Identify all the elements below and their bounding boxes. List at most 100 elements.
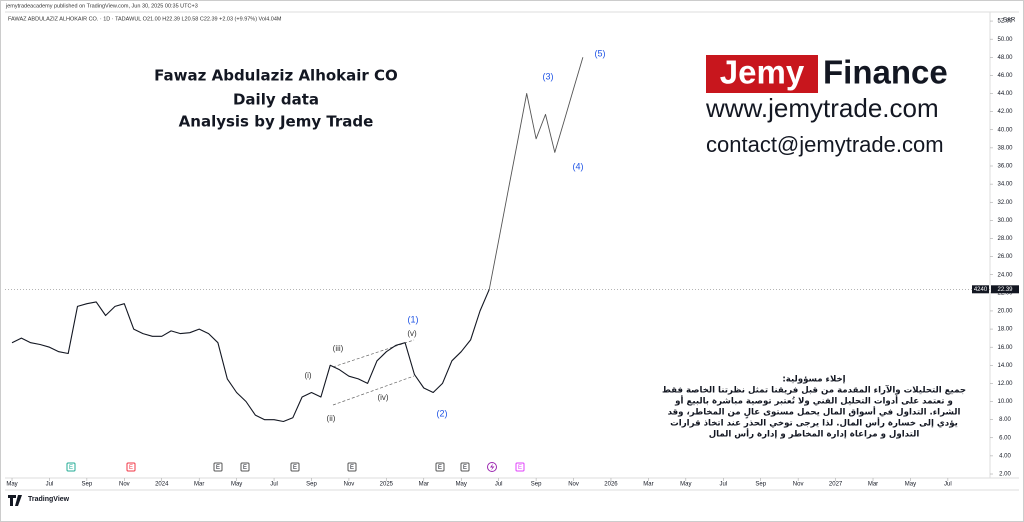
event-label: E bbox=[129, 465, 133, 471]
x-tick-label: Jul bbox=[944, 482, 952, 488]
brand-box bbox=[706, 55, 818, 93]
x-tick-label: May bbox=[6, 482, 17, 488]
event-label: E bbox=[350, 465, 354, 471]
event-label: E bbox=[293, 465, 297, 471]
y-tick-label: 18.00 bbox=[997, 327, 1013, 333]
x-tick-label: Nov bbox=[344, 482, 355, 488]
brand-finance: Finance bbox=[823, 54, 948, 91]
wave-label: (1) bbox=[408, 314, 419, 324]
y-tick-label: 4.00 bbox=[999, 453, 1011, 459]
countdown: 4240 bbox=[974, 287, 988, 293]
x-tick-label: May bbox=[680, 482, 691, 488]
x-tick-label: Mar bbox=[194, 482, 204, 488]
wave-label: (3) bbox=[543, 71, 554, 81]
y-tick-label: 20.00 bbox=[997, 309, 1013, 315]
event-icon bbox=[213, 462, 223, 472]
y-tick-label: 50.00 bbox=[997, 37, 1013, 43]
x-tick-label: Mar bbox=[643, 482, 653, 488]
x-tick-label: May bbox=[231, 482, 242, 488]
y-tick-label: 14.00 bbox=[997, 363, 1013, 369]
y-tick-label: 46.00 bbox=[997, 73, 1013, 79]
y-tick-label: 44.00 bbox=[997, 91, 1013, 97]
countdown-box bbox=[972, 285, 989, 294]
disclaimer-line: و تعتمد على أدوات التحليل الفني ولا تُعت… bbox=[674, 395, 953, 407]
wave-label: (i) bbox=[304, 371, 311, 380]
y-tick-label: 52.00 bbox=[997, 19, 1013, 25]
y-tick-label: 8.00 bbox=[999, 417, 1011, 423]
x-tick-label: Mar bbox=[419, 482, 429, 488]
wave-label: (v) bbox=[407, 329, 417, 338]
event-label: E bbox=[69, 465, 73, 471]
brand-website: www.jemytrade.com bbox=[705, 93, 939, 123]
x-tick-label: Sep bbox=[306, 482, 317, 488]
channel-line bbox=[332, 375, 415, 406]
event-icon bbox=[460, 462, 470, 472]
event-icon bbox=[240, 462, 250, 472]
overlay-title: Fawaz Abdulaziz Alhokair CO bbox=[154, 67, 398, 85]
y-tick-label: 6.00 bbox=[999, 435, 1011, 441]
event-label: E bbox=[243, 465, 247, 471]
y-tick-label: 34.00 bbox=[997, 182, 1013, 188]
event-icon bbox=[347, 462, 357, 472]
y-tick-label: 40.00 bbox=[997, 127, 1013, 133]
event-icon bbox=[435, 462, 445, 472]
y-tick-label: 32.00 bbox=[997, 200, 1013, 206]
x-tick-label: 2027 bbox=[829, 482, 843, 488]
x-tick-label: Sep bbox=[755, 482, 766, 488]
brand-contact: contact@jemytrade.com bbox=[706, 132, 944, 157]
x-tick-label: Nov bbox=[568, 482, 579, 488]
overlay-title: Daily data bbox=[233, 91, 319, 109]
y-tick-label: 16.00 bbox=[997, 345, 1013, 351]
last-price-label: 22.39 bbox=[997, 287, 1013, 293]
y-tick-label: 42.00 bbox=[997, 109, 1013, 115]
y-tick-label: 28.00 bbox=[997, 236, 1013, 242]
event-label: E bbox=[216, 465, 220, 471]
disclaimer-line: جميع التحليلات والآراء المقدمة من قبل فر… bbox=[662, 385, 966, 396]
y-tick-label: 30.00 bbox=[997, 218, 1013, 224]
header: jemytradeacademy published on TradingVie… bbox=[5, 3, 198, 9]
price-line bbox=[11, 289, 490, 423]
x-tick-label: Jul bbox=[719, 482, 727, 488]
last-price-box bbox=[991, 285, 1019, 294]
footer: TradingView bbox=[28, 496, 70, 503]
overlay-title: Analysis by Jemy Trade bbox=[179, 113, 374, 131]
disclaimer-line: يؤدي إلى خسارة رأس المال. لذا يرجى توخي … bbox=[670, 417, 958, 429]
x-tick-label: 2025 bbox=[380, 482, 394, 488]
x-tick-label: Jul bbox=[46, 482, 54, 488]
price-line bbox=[488, 57, 584, 290]
wave-label: (5) bbox=[595, 48, 606, 58]
y-tick-label: 48.00 bbox=[997, 55, 1013, 61]
disclaimer-line: الشراء. التداول في أسواق المال يحمل مستو… bbox=[668, 406, 961, 420]
x-tick-label: 2024 bbox=[155, 482, 169, 488]
x-tick-label: Jul bbox=[495, 482, 503, 488]
event-icon bbox=[126, 462, 136, 472]
events: E E E E E E E E E bbox=[66, 462, 525, 472]
event-icon bbox=[515, 462, 525, 472]
currency: SAR bbox=[1003, 18, 1016, 24]
y-tick-label: 12.00 bbox=[997, 381, 1013, 387]
event-icon bbox=[290, 462, 300, 472]
x-tick-label: May bbox=[456, 482, 467, 488]
disclaimer-line: إخلاء مسؤولية: bbox=[782, 375, 845, 385]
event-label: E bbox=[438, 465, 442, 471]
wave-label: (iii) bbox=[333, 344, 344, 353]
event-icon bbox=[66, 462, 76, 472]
y-tick-label: 22.00 bbox=[997, 290, 1013, 296]
x-tick-label: May bbox=[905, 482, 916, 488]
y-tick-label: 2.00 bbox=[999, 472, 1011, 478]
y-tick-label: 24.00 bbox=[997, 272, 1013, 278]
wave-label: (2) bbox=[437, 408, 448, 418]
x-tick-label: Nov bbox=[119, 482, 130, 488]
x-tick-label: Nov bbox=[793, 482, 804, 488]
symbol-line: FAWAZ ABDULAZIZ ALHOKAIR CO. · 1D · TADA… bbox=[8, 16, 282, 22]
event-label: E bbox=[463, 465, 467, 471]
y-tick-label: 26.00 bbox=[997, 254, 1013, 260]
y-tick-label: 36.00 bbox=[997, 164, 1013, 170]
event-icon bbox=[490, 463, 495, 471]
x-tick-label: Mar bbox=[868, 482, 878, 488]
brand-jemy: Jemy bbox=[720, 54, 805, 91]
disclaimer: إخلاء مسؤولية: جميع التحليلات والآراء ال… bbox=[662, 375, 966, 440]
x-tick-label: Sep bbox=[531, 482, 542, 488]
